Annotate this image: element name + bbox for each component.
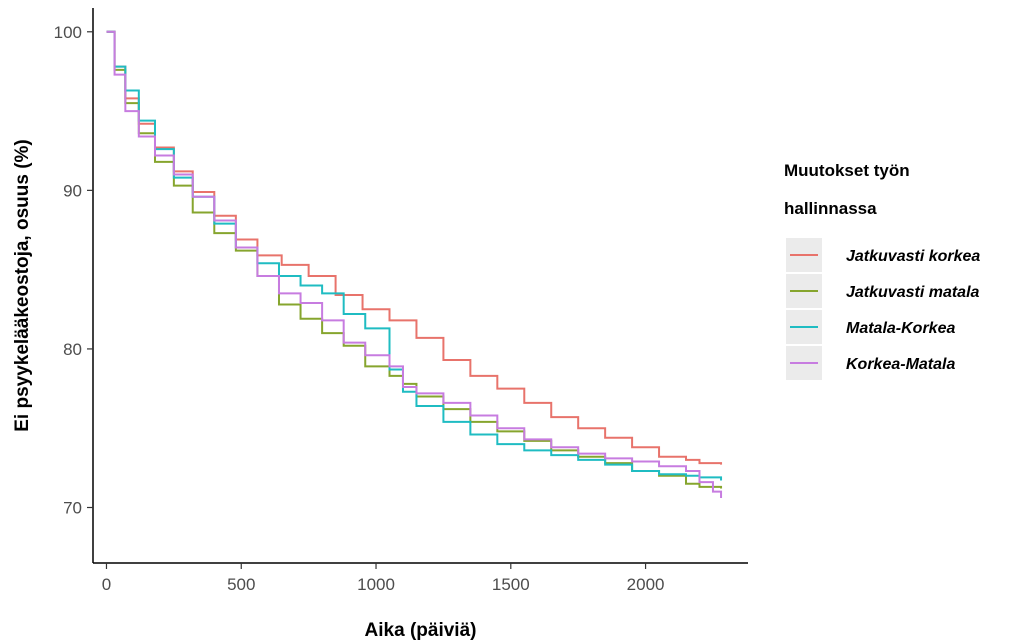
- x-axis-title: Aika (päiviä): [365, 620, 477, 641]
- x-axis-ticks: 0 500 1000 1500 2000: [102, 563, 665, 594]
- legend: Muutokset työn hallinnassa Jatkuvasti kork…: [784, 161, 980, 380]
- plot-lines: [106, 30, 723, 498]
- x-tick-label: 2000: [627, 575, 665, 594]
- y-axis-ticks: 70 80 90 100: [54, 23, 93, 518]
- series-line-4: [106, 30, 723, 498]
- series-line-3: [106, 30, 723, 481]
- y-axis-title: Ei psyykelääkeostoja, osuus (%): [12, 139, 33, 432]
- legend-title-line: hallinnassa: [784, 199, 877, 218]
- y-tick-label: 70: [63, 499, 82, 518]
- legend-label: Jatkuvasti korkea: [846, 248, 980, 265]
- legend-label: Korkea-Matala: [846, 356, 955, 373]
- y-tick-label: 90: [63, 181, 82, 200]
- series-line-2: [106, 30, 723, 489]
- x-tick-label: 1000: [357, 575, 395, 594]
- legend-title-line: Muutokset työn: [784, 161, 910, 180]
- x-tick-label: 1500: [492, 575, 530, 594]
- y-tick-label: 80: [63, 340, 82, 359]
- x-tick-label: 0: [102, 575, 111, 594]
- legend-label: Matala-Korkea: [846, 320, 955, 337]
- y-tick-label: 100: [54, 23, 82, 42]
- x-tick-label: 500: [227, 575, 255, 594]
- legend-label: Jatkuvasti matala: [846, 284, 980, 301]
- series-line-1: [106, 30, 723, 465]
